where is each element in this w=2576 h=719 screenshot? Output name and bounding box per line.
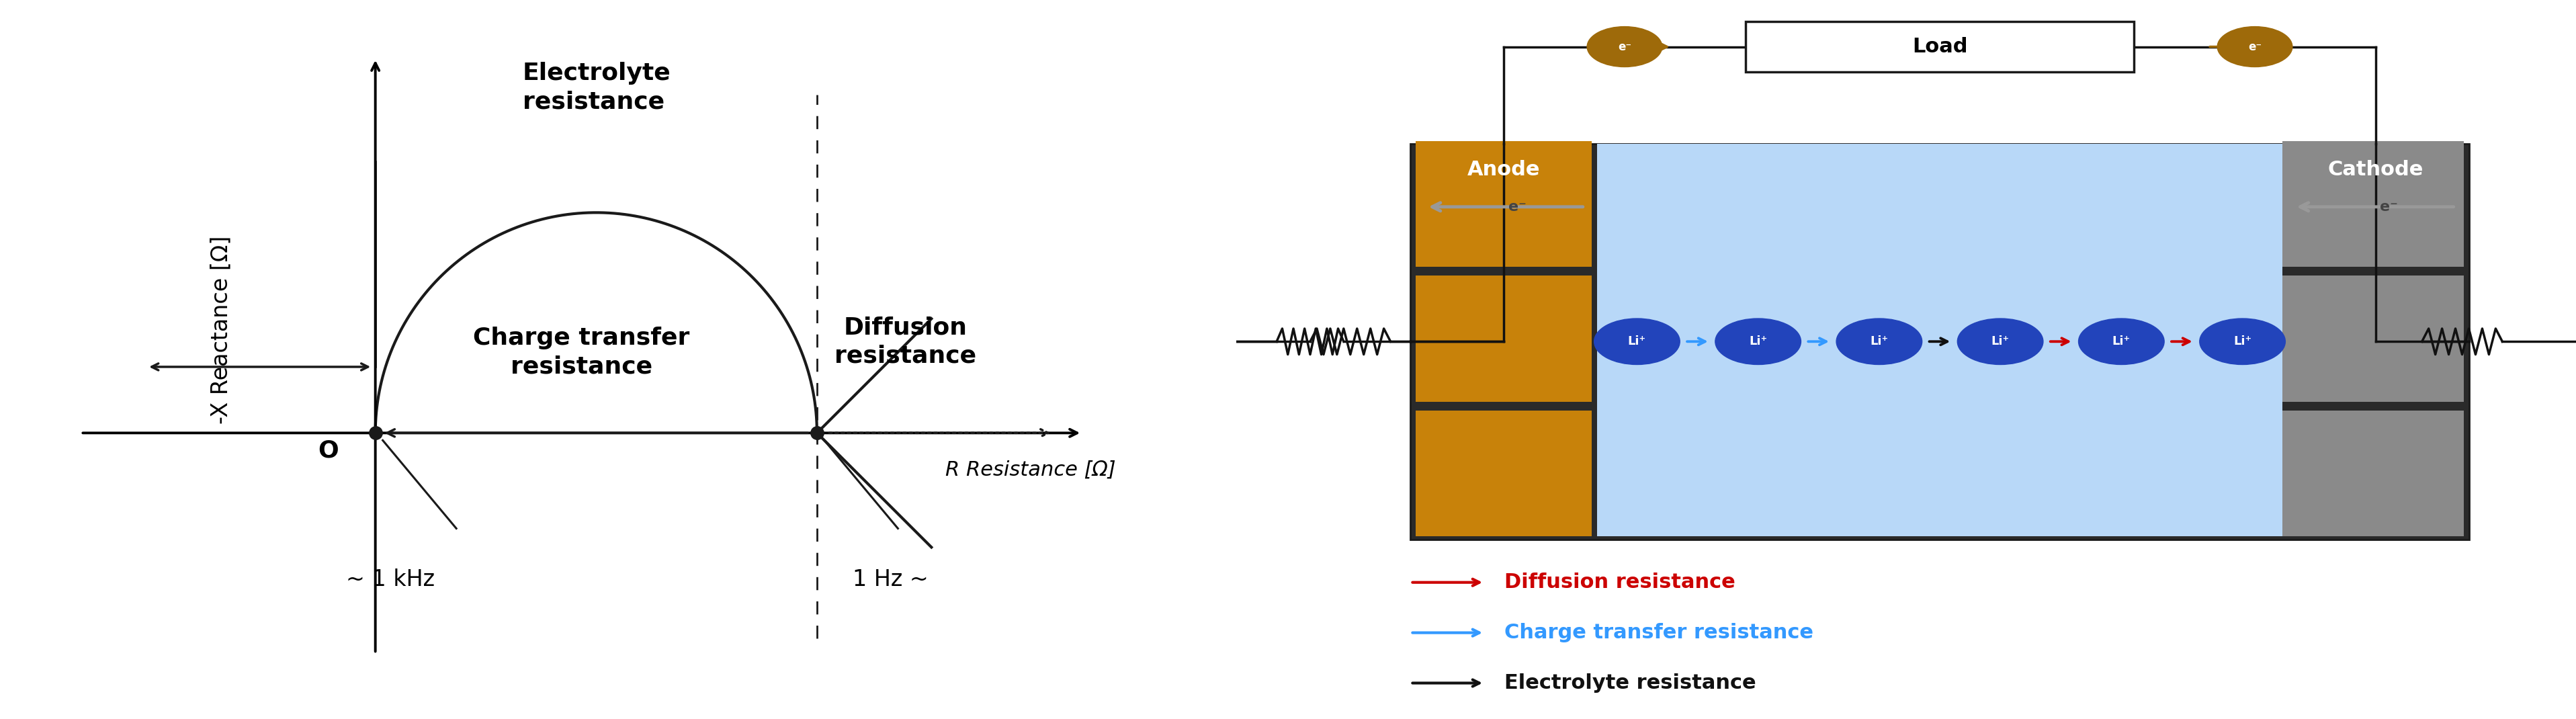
Text: Anode: Anode [1468, 160, 1540, 179]
Circle shape [2079, 319, 2164, 365]
Bar [1417, 141, 1592, 267]
Bar [1412, 144, 2468, 539]
Text: -X Reactance [Ω]: -X Reactance [Ω] [209, 236, 232, 424]
Text: Charge transfer resistance: Charge transfer resistance [1504, 623, 1814, 643]
Bar [1417, 275, 1592, 402]
Text: Li⁺: Li⁺ [1628, 336, 1646, 347]
Bar [2282, 141, 2463, 267]
Text: O: O [317, 439, 337, 462]
Bar [1747, 22, 2133, 72]
Text: Cathode: Cathode [2329, 160, 2424, 179]
Text: Li⁺: Li⁺ [1991, 336, 2009, 347]
Text: R Resistance [Ω]: R Resistance [Ω] [945, 460, 1115, 480]
Text: Electrolyte resistance: Electrolyte resistance [1504, 673, 1757, 693]
Text: Electrolyte
resistance: Electrolyte resistance [523, 62, 670, 114]
Bar [1417, 411, 1592, 536]
Circle shape [1958, 319, 2043, 365]
Text: e⁻: e⁻ [1507, 200, 1525, 214]
Circle shape [2200, 319, 2285, 365]
Bar [2282, 411, 2463, 536]
Text: e⁻: e⁻ [2380, 200, 2398, 214]
Text: Diffusion
resistance: Diffusion resistance [835, 316, 976, 367]
Text: e⁻: e⁻ [1618, 41, 1631, 52]
Text: ~ 1 kHz: ~ 1 kHz [345, 569, 435, 591]
Text: Li⁺: Li⁺ [1749, 336, 1767, 347]
Circle shape [2218, 27, 2293, 67]
Text: 1 Hz ~: 1 Hz ~ [853, 569, 927, 591]
Bar [2282, 275, 2463, 402]
Circle shape [1587, 27, 1662, 67]
Text: Load: Load [1911, 37, 1968, 57]
Text: e⁻: e⁻ [2249, 41, 2262, 52]
Text: Li⁺: Li⁺ [1870, 336, 1888, 347]
Circle shape [1595, 319, 1680, 365]
Bar [1597, 144, 2282, 536]
Text: Diffusion resistance: Diffusion resistance [1504, 572, 1736, 592]
Text: Charge transfer
resistance: Charge transfer resistance [474, 326, 690, 377]
Text: Li⁺: Li⁺ [2112, 336, 2130, 347]
Circle shape [1837, 319, 1922, 365]
Circle shape [1716, 319, 1801, 365]
Text: Li⁺: Li⁺ [2233, 336, 2251, 347]
